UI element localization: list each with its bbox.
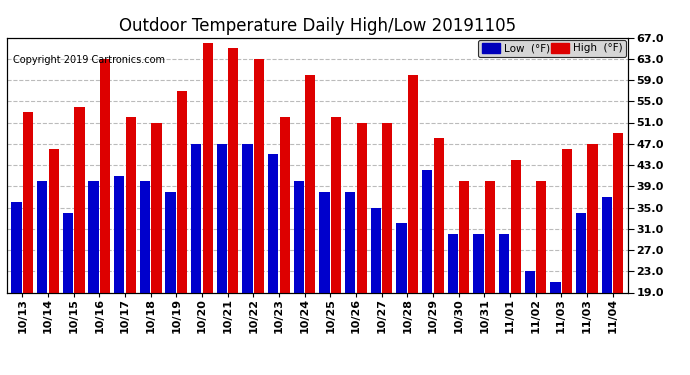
Bar [139, 181, 150, 292]
Bar [100, 59, 110, 292]
Bar [114, 176, 124, 292]
Bar [602, 197, 612, 292]
Bar [587, 144, 598, 292]
Bar [536, 181, 546, 292]
Bar [268, 154, 278, 292]
Bar [37, 181, 48, 292]
Bar [23, 112, 33, 292]
Bar [524, 271, 535, 292]
Bar [357, 123, 367, 292]
Bar [422, 170, 432, 292]
Bar [279, 117, 290, 292]
Legend: Low  (°F), High  (°F): Low (°F), High (°F) [478, 40, 626, 57]
Bar [473, 234, 484, 292]
Bar [254, 59, 264, 292]
Bar [396, 224, 406, 292]
Bar [371, 207, 381, 292]
Bar [191, 144, 201, 292]
Text: Copyright 2019 Cartronics.com: Copyright 2019 Cartronics.com [13, 56, 165, 65]
Bar [242, 144, 253, 292]
Bar [408, 75, 418, 292]
Bar [433, 138, 444, 292]
Bar [382, 123, 393, 292]
Bar [576, 213, 586, 292]
Bar [485, 181, 495, 292]
Bar [126, 117, 136, 292]
Bar [217, 144, 227, 292]
Bar [319, 192, 330, 292]
Bar [448, 234, 458, 292]
Bar [151, 123, 161, 292]
Bar [459, 181, 469, 292]
Bar [511, 160, 521, 292]
Bar [203, 43, 213, 292]
Bar [345, 192, 355, 292]
Bar [228, 48, 239, 292]
Bar [562, 149, 572, 292]
Bar [305, 75, 315, 292]
Bar [63, 213, 73, 292]
Bar [294, 181, 304, 292]
Bar [75, 106, 84, 292]
Bar [48, 149, 59, 292]
Title: Outdoor Temperature Daily High/Low 20191105: Outdoor Temperature Daily High/Low 20191… [119, 16, 516, 34]
Bar [551, 282, 560, 292]
Bar [12, 202, 21, 292]
Bar [331, 117, 341, 292]
Bar [613, 133, 623, 292]
Bar [499, 234, 509, 292]
Bar [177, 91, 187, 292]
Bar [88, 181, 99, 292]
Bar [166, 192, 176, 292]
